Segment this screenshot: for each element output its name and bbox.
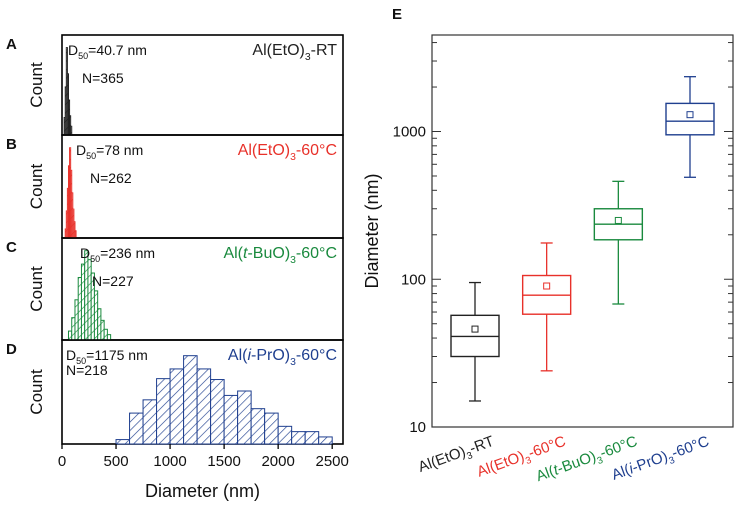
d50-label: D50=236 nm: [80, 245, 155, 264]
histogram-bar: [115, 439, 131, 445]
box-plot-frame: [431, 34, 734, 428]
histogram-panel-d: D Count D50=1175 nmN=218 Al(i-PrO)3-60°C: [6, 339, 344, 445]
mean-marker: [543, 282, 551, 290]
histogram-bar: [250, 408, 266, 445]
x-axis: 0 500 1000 1500 2000 2500 Diameter (nm): [58, 444, 349, 501]
x-tick-label: 1000: [153, 453, 186, 470]
y-axis-label: Count: [27, 266, 46, 312]
x-tick-label: 1500: [207, 453, 240, 470]
box-3: [593, 180, 644, 305]
histogram-panel-b: B Count D50=78 nm N=262 Al(EtO)3-60°C: [6, 134, 344, 239]
y-axis: 10 100 1000 Diameter (nm): [362, 42, 733, 436]
d50-label: D50=40.7 nm: [68, 42, 147, 61]
box-2: [521, 242, 572, 372]
panel-letter: B: [6, 136, 17, 153]
histogram-bar: [70, 125, 73, 136]
box-4: [665, 76, 715, 178]
histogram-bar: [210, 379, 225, 445]
y-tick-label: 10: [409, 419, 426, 436]
box-1: [450, 281, 500, 402]
y-axis-label: Diameter (nm): [362, 173, 382, 288]
mean-marker: [471, 325, 479, 333]
histogram-panel-c: C Count D50=236 nm N=227 Al(t-BuO)3-60°C: [6, 237, 344, 341]
y-axis-label: Count: [27, 369, 46, 415]
histogram-bar: [223, 394, 239, 445]
histogram-panel-a: A Count D50=40.7 nm N=365 Al(EtO)3-RT: [6, 34, 344, 136]
series-legend-label: Al(t-BuO)3-60°C: [223, 245, 337, 266]
n-label: N=262: [90, 170, 132, 186]
histogram-bar: [74, 230, 77, 239]
y-tick-label: 100: [401, 271, 426, 288]
series-legend-label: Al(EtO)3-RT: [252, 42, 337, 63]
histogram-bar: [129, 412, 144, 445]
n-label: N=227: [92, 273, 134, 289]
histogram-bar: [196, 368, 212, 445]
series-legend-label: Al(i-PrO)3-60°C: [228, 347, 337, 368]
histogram-bar: [156, 378, 171, 445]
panel-letter: C: [6, 239, 17, 256]
histogram-bar: [264, 412, 279, 445]
n-label: N=365: [82, 70, 124, 86]
mean-marker: [686, 111, 694, 119]
histogram-bar: [183, 355, 198, 445]
y-axis-label: Count: [27, 62, 46, 108]
histogram-bar: [237, 390, 252, 445]
histogram-bar: [304, 431, 320, 445]
y-tick-label: 1000: [393, 124, 426, 141]
y-axis-label: Count: [27, 164, 46, 210]
d50-label: D50=1175 nm: [66, 347, 148, 366]
histogram-bar: [106, 334, 112, 341]
panel-letter: E: [392, 6, 402, 23]
series-legend-label: Al(EtO)3-60°C: [238, 142, 337, 163]
mean-marker: [614, 216, 622, 224]
histogram-bar: [318, 436, 333, 445]
histogram-bar: [277, 425, 293, 445]
panel-letter: A: [6, 36, 17, 53]
x-tick-label: 500: [104, 453, 129, 470]
n-label: N=218: [66, 362, 108, 378]
x-tick-label: 0: [58, 453, 66, 470]
x-tick-label: 2000: [261, 453, 294, 470]
histogram-bar: [142, 399, 158, 445]
histogram-bar: [169, 368, 185, 445]
interquartile-box: [665, 102, 715, 136]
d50-label: D50=78 nm: [76, 142, 143, 161]
panel-letter: D: [6, 341, 17, 358]
x-axis-label: Diameter (nm): [145, 481, 260, 501]
histogram-bar: [291, 431, 306, 445]
x-tick-label: 2500: [316, 453, 349, 470]
